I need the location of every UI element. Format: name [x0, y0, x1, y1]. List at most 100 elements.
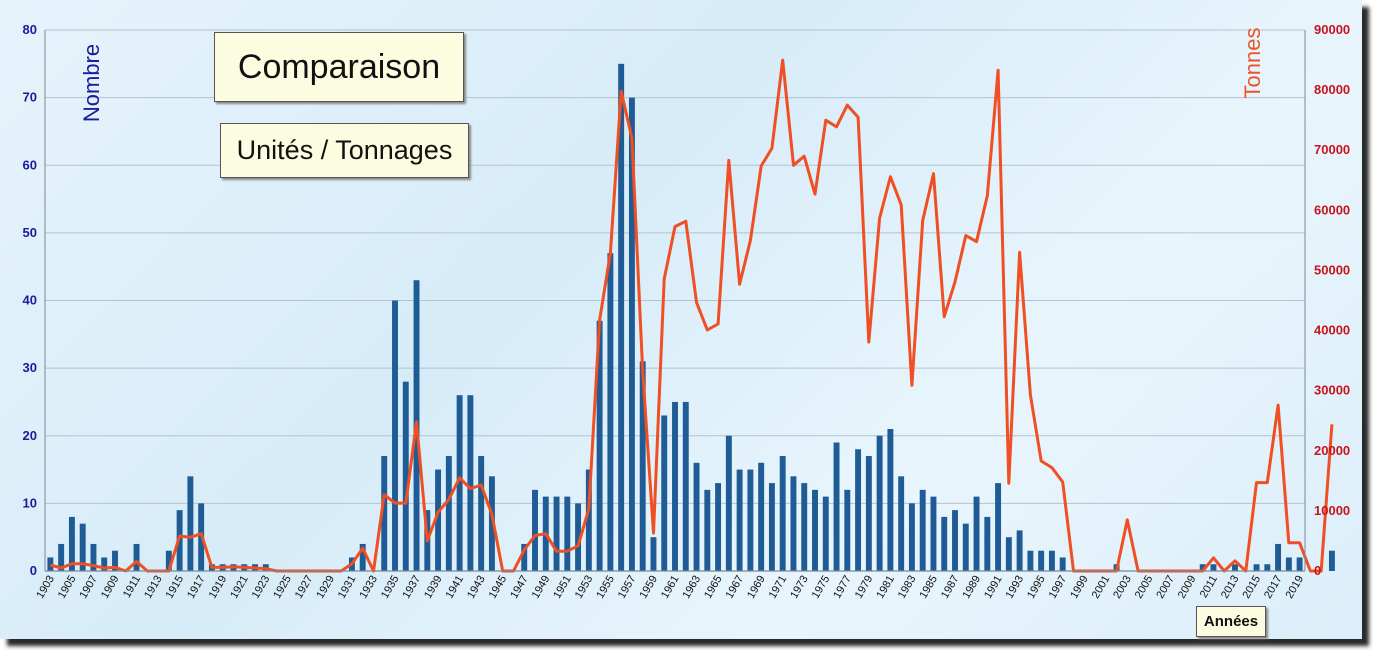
x-tick-label: 1989 — [961, 574, 984, 601]
x-tick-label: 1933 — [357, 574, 380, 601]
x-tick-label: 1969 — [745, 574, 768, 601]
x-tick-label: 2009 — [1176, 574, 1199, 601]
right-tick-label: 70000 — [1314, 142, 1350, 157]
bar — [628, 97, 635, 571]
bar — [47, 557, 54, 571]
x-tick-label: 1979 — [853, 574, 876, 601]
bar — [822, 496, 829, 571]
bar — [392, 300, 398, 571]
bar — [736, 469, 743, 571]
x-tick-label: 2015 — [1241, 574, 1264, 601]
bar — [585, 469, 592, 571]
left-tick-label: 60 — [23, 157, 37, 172]
right-tick-label: 0 — [1314, 563, 1321, 578]
chart-background — [0, 0, 1362, 639]
x-tick-label: 1981 — [874, 574, 897, 601]
x-tick-label: 1915 — [164, 574, 187, 601]
x-tick-label: 1913 — [142, 574, 165, 601]
bar — [359, 543, 366, 571]
x-tick-label: 1943 — [465, 574, 488, 601]
bar — [165, 550, 172, 571]
left-tick-label: 70 — [23, 90, 37, 105]
bar — [58, 543, 65, 571]
bar — [962, 523, 969, 571]
bar — [898, 476, 905, 571]
bar — [112, 550, 118, 571]
right-tick-label: 60000 — [1314, 202, 1350, 217]
right-tick-label: 30000 — [1314, 383, 1350, 398]
bar — [488, 476, 495, 571]
bar — [101, 557, 108, 571]
bar — [133, 543, 140, 571]
right-tick-label: 40000 — [1314, 323, 1350, 338]
bar — [521, 543, 528, 571]
bar — [467, 395, 474, 571]
bar — [478, 456, 485, 571]
bar — [715, 483, 722, 571]
x-tick-label: 1907 — [77, 574, 100, 601]
x-tick-label: 1983 — [896, 574, 919, 601]
x-tick-label: 2005 — [1133, 574, 1156, 601]
bar — [596, 320, 603, 571]
bar — [747, 469, 754, 571]
right-tick-label: 50000 — [1314, 262, 1350, 277]
x-tick-label: 2003 — [1111, 574, 1134, 601]
x-tick-label: 1987 — [939, 574, 962, 601]
bar-series — [47, 63, 1335, 571]
x-tick-label: 1927 — [293, 574, 316, 601]
bar — [68, 516, 75, 571]
left-tick-label: 40 — [23, 293, 37, 308]
x-tick-label: 1905 — [56, 574, 79, 601]
x-tick-label: 1945 — [487, 574, 510, 601]
x-tick-label: 1965 — [702, 574, 725, 601]
bar — [1027, 550, 1034, 571]
bar — [973, 496, 980, 571]
bar — [187, 476, 194, 571]
x-tick-label: 1947 — [508, 574, 531, 601]
x-axis-label: Années — [1196, 606, 1266, 637]
bar — [1232, 564, 1238, 571]
bar — [919, 489, 926, 571]
x-tick-label: 1957 — [616, 574, 639, 601]
bar — [1005, 537, 1012, 571]
bar — [1296, 557, 1303, 571]
bar — [402, 381, 409, 571]
x-tick-label: 1929 — [314, 574, 337, 601]
x-tick-label: 1967 — [724, 574, 747, 601]
bar — [661, 415, 668, 571]
bar — [1048, 550, 1055, 571]
left-tick-label: 30 — [23, 360, 37, 375]
bar — [908, 503, 915, 571]
bar — [1264, 564, 1271, 571]
bar — [704, 489, 711, 571]
x-tick-label: 1903 — [34, 574, 57, 601]
bar — [725, 435, 732, 571]
bar — [995, 483, 1002, 571]
bar — [1285, 557, 1292, 571]
bar — [779, 456, 786, 571]
right-axis-label: Tonnes — [1240, 27, 1265, 99]
bar — [553, 496, 560, 571]
x-tick-label: 1999 — [1068, 574, 1091, 601]
x-tick-label: 2001 — [1090, 574, 1113, 601]
x-tick-label: 1939 — [422, 574, 445, 601]
tonnage-line — [49, 58, 1334, 573]
bar — [790, 476, 797, 571]
bar — [801, 483, 808, 571]
x-tick-label: 1973 — [788, 574, 811, 601]
bar — [812, 489, 818, 571]
x-tick-label: 1931 — [336, 574, 359, 601]
x-tick-label: 2011 — [1198, 574, 1220, 600]
bar — [1016, 530, 1023, 571]
bar — [575, 503, 582, 571]
x-tick-label: 1919 — [207, 574, 230, 601]
x-tick-label: 1993 — [1004, 574, 1027, 601]
bar — [456, 395, 463, 571]
x-tick-label: 1949 — [530, 574, 553, 601]
left-axis-label: Nombre — [79, 43, 104, 123]
right-tick-label: 90000 — [1314, 22, 1350, 37]
bar — [952, 510, 958, 571]
left-tick-label: 10 — [23, 495, 37, 510]
x-tick-label: 1991 — [982, 574, 1005, 601]
x-tick-label: 1909 — [99, 574, 122, 601]
